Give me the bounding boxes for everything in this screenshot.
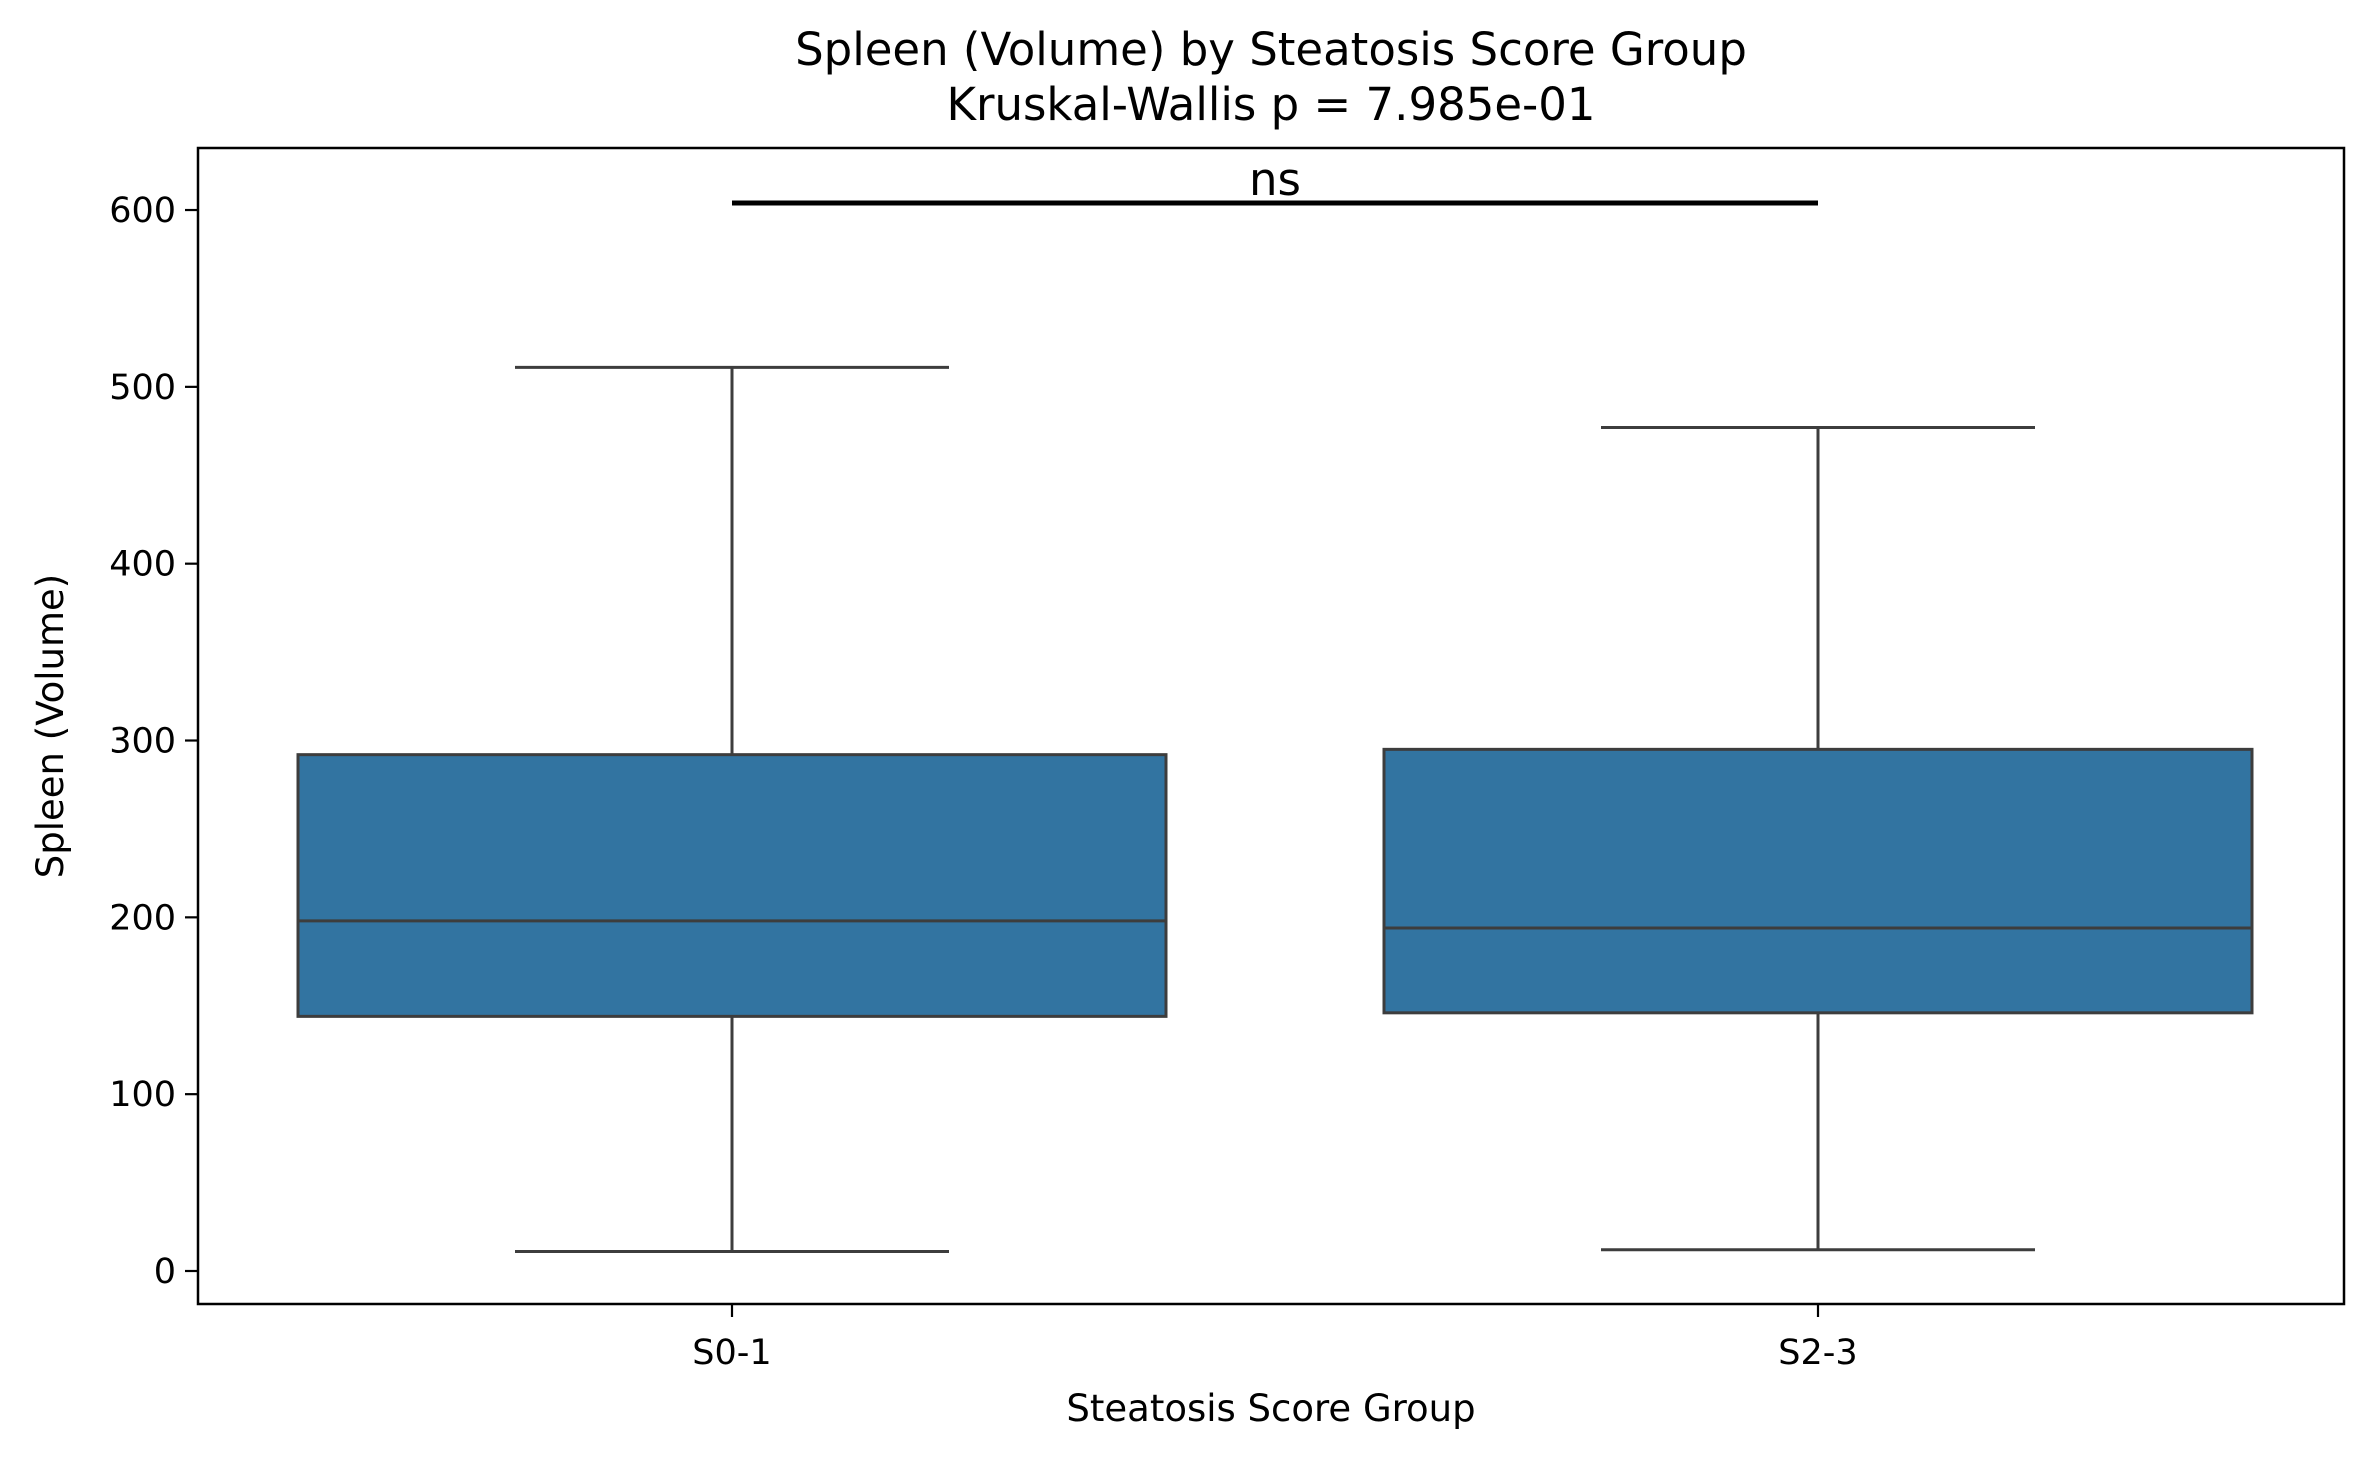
box-body [1382,747,2254,1015]
x-tick-label: S0-1 [692,1333,771,1373]
chart-subtitle: Kruskal-Wallis p = 7.985e-01 [946,78,1595,131]
box-body [296,753,1168,1018]
chart-title: Spleen (Volume) by Steatosis Score Group [795,23,1747,76]
plot-frame [196,146,2346,1306]
y-tick-label: 500 [109,368,176,408]
x-tick-label: S2-3 [1778,1333,1857,1373]
y-axis-label: Spleen (Volume) [29,574,72,878]
box-group-s0-1 [296,365,1168,1254]
y-tick-label: 200 [109,898,176,938]
y-tick-label: 400 [109,545,176,585]
y-tick-label: 100 [109,1075,176,1115]
x-axis-label: Steatosis Score Group [1066,1387,1475,1430]
y-tick-label: 600 [109,191,176,231]
significance-label: ns [1249,153,1301,206]
y-tick-label: 300 [109,722,176,762]
box-group-s2-3 [1382,426,2254,1252]
y-tick-label: 0 [154,1252,176,1292]
